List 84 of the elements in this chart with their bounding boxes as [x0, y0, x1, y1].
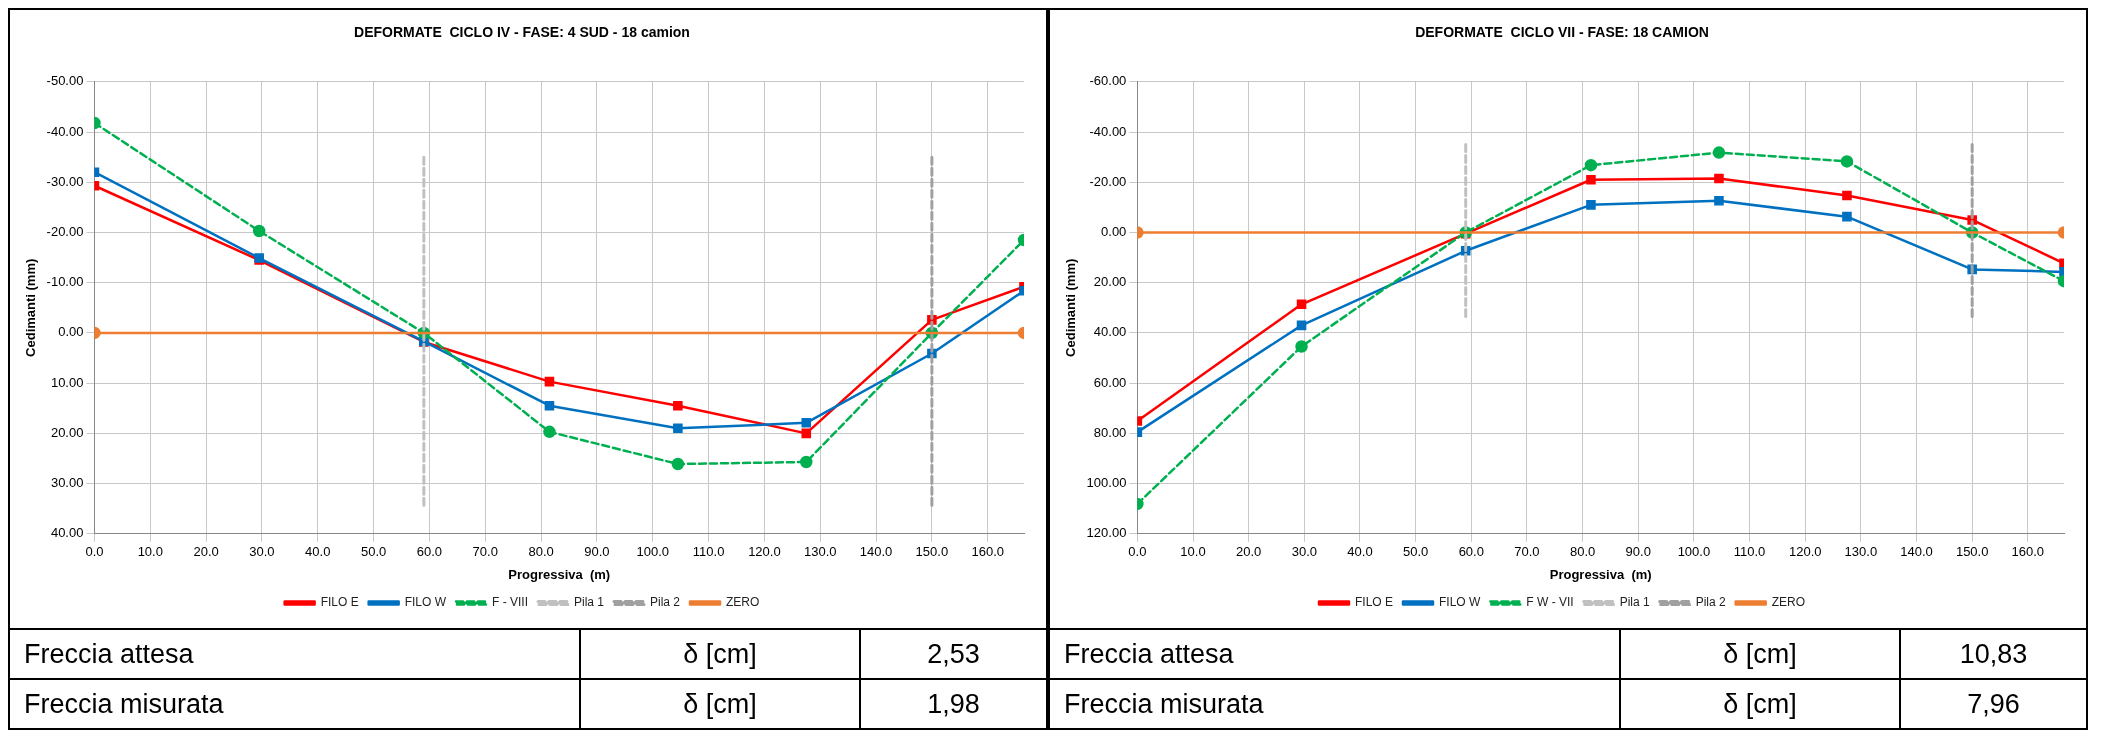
- y-tick-label: -50.00: [46, 73, 84, 89]
- legend-label: Pila 2: [650, 595, 681, 610]
- x-tick-label: 40.0: [305, 544, 331, 560]
- x-tick-label: 20.0: [193, 544, 219, 560]
- text: Freccia misurata: [9, 679, 580, 729]
- y-tick-label: 30.00: [50, 475, 84, 491]
- y-tick-label: 20.00: [50, 424, 84, 440]
- legend-label: Pila 2: [1695, 595, 1727, 610]
- x-tick-label: 20.0: [1236, 544, 1262, 560]
- x-tick-label: 140.0: [859, 544, 893, 560]
- y-tick-label: 100.00: [1086, 475, 1127, 491]
- y-axis-title: Cedimanti (mm): [1063, 258, 1079, 357]
- text: 1,98: [860, 679, 1047, 729]
- legend-label: FILO W: [1438, 595, 1481, 610]
- y-tick-label: 40.00: [1093, 324, 1127, 340]
- x-tick-label: 10.0: [1180, 544, 1206, 560]
- x-tick-label: 50.0: [1402, 544, 1429, 560]
- x-tick-label: 90.0: [584, 544, 610, 560]
- y-tick-label: -40.00: [1089, 123, 1127, 139]
- x-tick-label: 100.0: [1677, 544, 1711, 560]
- text: 2,53: [860, 629, 1047, 679]
- text: 7,96: [1900, 679, 2087, 729]
- text: 10,83: [1900, 629, 2087, 679]
- legend-label: FILO E: [320, 595, 359, 610]
- x-tick-label: 130.0: [803, 544, 837, 560]
- x-tick-label: 70.0: [1514, 544, 1540, 560]
- y-tick-label: -30.00: [46, 173, 84, 189]
- y-tick-label: 80.00: [1093, 424, 1127, 440]
- x-tick-label: 120.0: [1788, 544, 1822, 560]
- x-tick-label: 60.0: [416, 544, 443, 560]
- y-tick-label: -20.00: [46, 224, 84, 240]
- x-tick-label: 100.0: [636, 544, 670, 560]
- x-axis-title: Progressiva (m): [1549, 566, 1652, 582]
- x-tick-label: 60.0: [1458, 544, 1484, 560]
- legend-label: Pila 1: [1619, 595, 1650, 610]
- y-tick-label: -20.00: [1089, 173, 1127, 189]
- y-axis-title: Cedimanti (mm): [23, 258, 39, 357]
- y-tick-label: 0.00: [1101, 224, 1127, 240]
- legend-label: Pila 1: [573, 595, 605, 610]
- text: Freccia attesa: [9, 629, 580, 679]
- y-tick-label: 0.00: [58, 324, 84, 340]
- legend-label: ZERO: [1771, 595, 1806, 610]
- y-tick-label: -40.00: [46, 123, 84, 139]
- x-tick-label: 40.0: [1347, 544, 1373, 560]
- text: δ [cm]: [1619, 679, 1901, 729]
- legend-label: F - VIII: [491, 595, 528, 610]
- x-tick-label: 50.0: [360, 544, 387, 560]
- x-tick-label: 110.0: [1733, 544, 1766, 560]
- y-tick-label: 120.00: [1086, 525, 1127, 541]
- x-tick-label: 160.0: [971, 544, 1004, 560]
- y-tick-label: 10.00: [50, 374, 84, 390]
- text: Freccia attesa: [1049, 629, 1620, 679]
- chart-title: DEFORMATE CICLO IV - FASE: 4 SUD - 18 camion: [354, 24, 690, 41]
- x-axis-title: Progressiva (m): [508, 566, 611, 582]
- y-tick-label: 60.00: [1093, 374, 1127, 390]
- x-tick-label: 150.0: [1955, 544, 1989, 560]
- x-tick-label: 80.0: [1569, 544, 1596, 560]
- x-tick-label: 90.0: [1625, 544, 1651, 560]
- x-tick-label: 30.0: [249, 544, 275, 560]
- text: δ [cm]: [579, 679, 861, 729]
- x-tick-label: 0.0: [1128, 544, 1147, 560]
- x-tick-label: 110.0: [692, 544, 725, 560]
- legend-label: FILO E: [1354, 595, 1393, 610]
- legend-label: ZERO: [726, 595, 760, 610]
- text: δ [cm]: [579, 629, 861, 679]
- x-tick-label: 160.0: [2011, 544, 2045, 560]
- x-tick-label: 120.0: [748, 544, 781, 560]
- legend-label: F W - VII: [1526, 595, 1574, 610]
- y-tick-label: 40.00: [50, 525, 84, 541]
- y-tick-label: -60.00: [1089, 73, 1127, 89]
- x-tick-label: 150.0: [915, 544, 949, 560]
- y-tick-label: -10.00: [46, 274, 84, 290]
- x-tick-label: 80.0: [528, 544, 554, 560]
- x-tick-label: 0.0: [85, 544, 104, 560]
- text: Freccia misurata: [1049, 679, 1620, 729]
- x-tick-label: 130.0: [1844, 544, 1878, 560]
- x-tick-label: 70.0: [472, 544, 498, 560]
- y-tick-label: 20.00: [1093, 274, 1127, 290]
- x-tick-label: 10.0: [137, 544, 163, 560]
- chart-title: DEFORMATE CICLO VII - FASE: 18 CAMION: [1415, 24, 1709, 41]
- x-tick-label: 30.0: [1291, 544, 1317, 560]
- x-tick-label: 140.0: [1900, 544, 1933, 560]
- text: δ [cm]: [1619, 629, 1901, 679]
- legend-label: FILO W: [404, 595, 447, 610]
